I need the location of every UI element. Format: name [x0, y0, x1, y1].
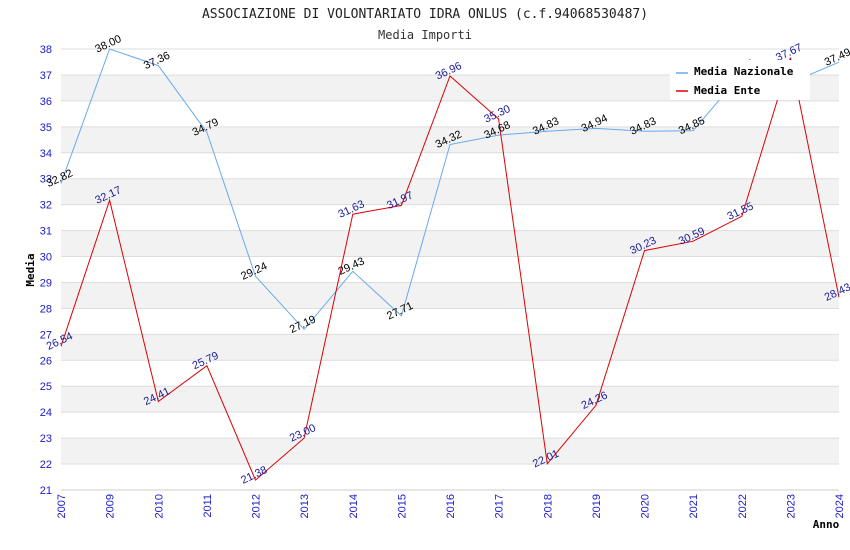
x-tick-label: 2018: [542, 494, 554, 518]
x-axis-label: Anno: [813, 518, 840, 531]
y-tick-labels: 21 22 23 24 25 26 27 28 29 30 31 32 33 34 35 36 37 38: [40, 44, 52, 497]
y-tick-label: 29: [40, 277, 52, 289]
legend-background: [670, 60, 810, 100]
y-tick-label: 36: [40, 96, 52, 108]
series-line-media-ente: [60, 57, 840, 481]
grid-band: [61, 334, 839, 361]
y-tick-label: 34: [40, 148, 52, 160]
chart-title: ASSOCIAZIONE DI VOLONTARIATO IDRA ONLUS …: [202, 7, 648, 22]
y-tick-label: 27: [40, 329, 52, 341]
y-tick-label: 35: [40, 122, 52, 134]
series-lines: [60, 48, 840, 481]
y-tick-label: 31: [40, 226, 52, 238]
x-tick-label: 2019: [591, 494, 603, 518]
grid-band: [61, 230, 839, 257]
x-tick-label: 2024: [834, 494, 846, 518]
x-tick-label: 2023: [785, 494, 797, 518]
series-line-media-nazionale: [60, 48, 840, 331]
x-tick-label: 2014: [348, 494, 360, 518]
x-tick-label: 2012: [251, 494, 263, 518]
x-tick-label: 2013: [299, 494, 311, 518]
x-tick-label: 2009: [105, 494, 117, 518]
y-tick-label: 24: [40, 407, 52, 419]
x-tick-label: 2010: [153, 494, 165, 518]
y-tick-label: 26: [40, 355, 52, 367]
legend-label-media-ente: Media Ente: [694, 84, 761, 97]
x-tick-labels: 2007 2009 2010 2011 2012 2013 2014 2015 2016 2017…: [56, 494, 846, 518]
y-tick-label: 21: [40, 485, 52, 497]
x-tick-label: 2011: [202, 494, 214, 518]
y-tick-label: 28: [40, 303, 52, 315]
data-label: 29.43: [336, 255, 366, 278]
grid-band: [61, 386, 839, 413]
chart-subtitle: Media Importi: [378, 28, 472, 42]
x-tick-label: 2016: [445, 494, 457, 518]
x-tick-label: 2020: [640, 494, 652, 518]
y-tick-label: 22: [40, 459, 52, 471]
data-label: 21.38: [239, 464, 269, 487]
y-tick-label: 37: [40, 70, 52, 82]
x-tick-label: 2015: [396, 494, 408, 518]
legend-label-media-nazionale: Media Nazionale: [694, 65, 794, 78]
gridlines: [61, 48, 839, 491]
y-tick-label: 33: [40, 174, 52, 186]
grid-bands: [61, 74, 839, 465]
y-tick-label: 30: [40, 252, 52, 264]
grid-band: [61, 178, 839, 205]
data-label: 37.36: [142, 50, 172, 73]
grid-band: [61, 126, 839, 153]
legend: Media Nazionale Media Ente: [670, 60, 810, 100]
data-label: 37.49: [823, 46, 850, 69]
x-tick-label: 2007: [56, 494, 68, 518]
y-tick-label: 23: [40, 433, 52, 445]
grid-band: [61, 438, 839, 465]
x-tick-label: 2017: [494, 494, 506, 518]
x-tick-label: 2022: [737, 494, 749, 518]
x-tick-label: 2021: [688, 494, 700, 518]
y-tick-label: 32: [40, 200, 52, 212]
data-label: 29.24: [239, 260, 269, 283]
y-tick-label: 25: [40, 381, 52, 393]
y-tick-label: 38: [40, 44, 52, 56]
grid-band: [61, 282, 839, 309]
y-axis-label: Media: [24, 253, 37, 286]
